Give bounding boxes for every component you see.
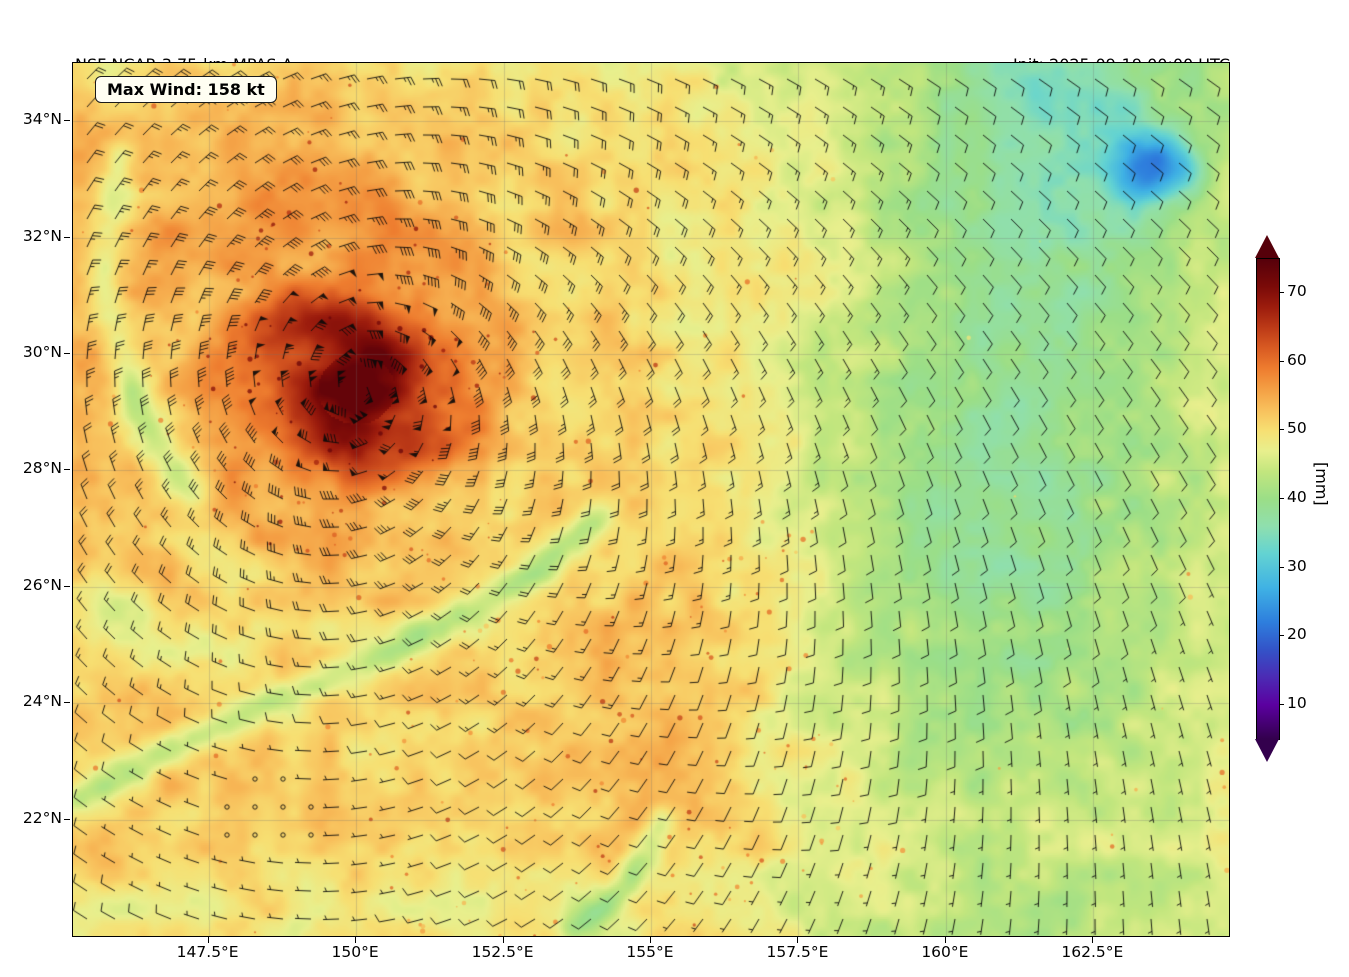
x-tick-mark	[944, 937, 946, 943]
colorbar-tick-mark	[1279, 292, 1284, 294]
y-tick-label: 34°N	[22, 110, 62, 129]
x-tick-mark	[207, 937, 209, 943]
colorbar-tick-label: 60	[1287, 350, 1307, 369]
y-tick-mark	[64, 120, 70, 122]
y-tick-mark	[64, 469, 70, 471]
y-tick-label: 24°N	[22, 692, 62, 711]
colorbar-tick-label: 50	[1287, 419, 1307, 438]
y-tick-mark	[64, 353, 70, 354]
colorbar-tick-mark	[1279, 635, 1284, 637]
x-tick-label: 155°E	[626, 943, 674, 961]
y-tick-label: 32°N	[22, 226, 62, 245]
colorbar-tick-mark	[1279, 429, 1284, 431]
x-tick-label: 147.5°E	[176, 943, 239, 961]
y-tick-label: 26°N	[22, 575, 62, 594]
y-tick-label: 30°N	[22, 343, 62, 361]
x-tick-mark	[650, 937, 651, 943]
colorbar-tick-label: 40	[1287, 488, 1307, 506]
y-tick-label: 28°N	[22, 459, 62, 478]
x-tick-label: 157.5°E	[766, 943, 829, 961]
colorbar-tick-label: 10	[1287, 693, 1307, 712]
colorbar-unit-label: [mm]	[1312, 462, 1331, 506]
colorbar-tick-label: 30	[1287, 556, 1307, 575]
x-tick-mark	[355, 937, 357, 943]
map-canvas	[73, 63, 1229, 936]
colorbar-gradient	[1256, 258, 1280, 740]
colorbar-tick-mark	[1279, 360, 1284, 362]
colorbar-tick-label: 70	[1287, 282, 1307, 301]
x-tick-mark	[502, 937, 504, 943]
x-tick-label: 160°E	[921, 943, 969, 961]
map-frame: Max Wind: 158 kt	[72, 62, 1230, 937]
colorbar-arrow-top-icon	[1255, 235, 1279, 258]
colorbar-tick-mark	[1279, 566, 1284, 568]
y-tick-label: 22°N	[22, 808, 62, 827]
x-tick-label: 152.5°E	[471, 943, 534, 961]
y-tick-mark	[64, 585, 70, 587]
y-tick-mark	[64, 702, 70, 704]
colorbar-tick-mark	[1279, 498, 1284, 499]
max-wind-annotation: Max Wind: 158 kt	[95, 76, 277, 103]
colorbar-tick-label: 20	[1287, 625, 1307, 644]
x-tick-label: 162.5°E	[1061, 943, 1124, 961]
colorbar-tick-mark	[1279, 703, 1284, 705]
x-tick-label: 150°E	[331, 943, 379, 961]
x-tick-mark	[797, 937, 799, 943]
x-tick-mark	[1092, 937, 1094, 943]
y-tick-mark	[64, 236, 70, 238]
colorbar-arrow-bottom-icon	[1255, 739, 1279, 762]
y-tick-mark	[64, 818, 70, 820]
